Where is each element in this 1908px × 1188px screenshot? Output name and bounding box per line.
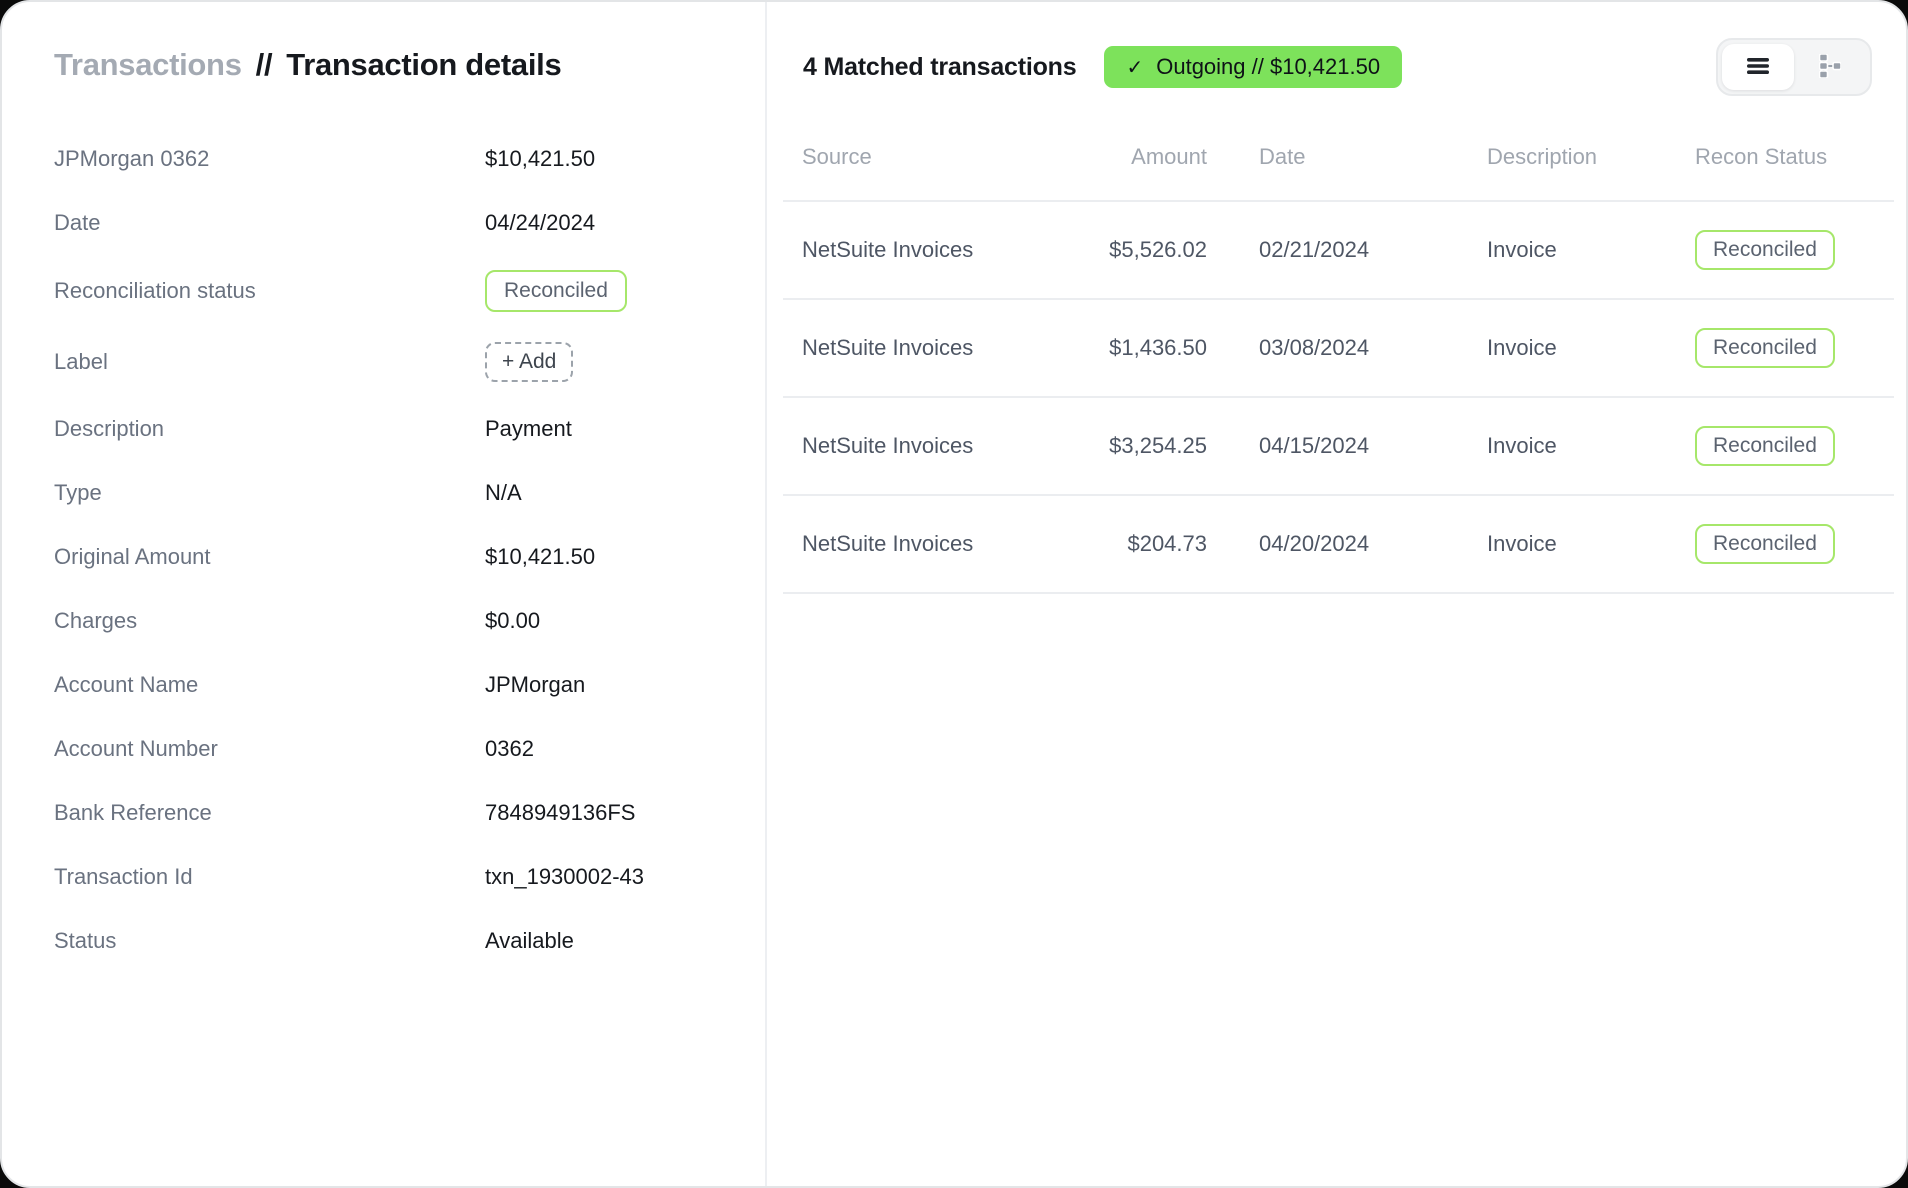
field-row-original-amount: Original Amount $10,421.50	[54, 525, 765, 589]
transaction-details-panel: Transactions // Transaction details JPMo…	[2, 2, 767, 1186]
field-row-status: Status Available	[54, 909, 765, 973]
tree-view-icon	[1818, 52, 1842, 81]
field-row-bank-reference: Bank Reference 7848949136FS	[54, 781, 765, 845]
cell-recon-status: Reconciled	[1665, 426, 1894, 466]
reconciled-badge: Reconciled	[1695, 328, 1835, 368]
field-label: Account Number	[54, 736, 218, 761]
outgoing-amount-badge-label: Outgoing // $10,421.50	[1156, 54, 1381, 79]
field-row-type: Type N/A	[54, 461, 765, 525]
field-row-transaction-id: Transaction Id txn_1930002-43	[54, 845, 765, 909]
cell-date: 04/20/2024	[1259, 531, 1370, 556]
cell-date: 02/21/2024	[1259, 237, 1370, 262]
matched-transactions-table: Source Amount Date Description Recon Sta…	[783, 96, 1894, 594]
tree-view-button[interactable]	[1794, 44, 1866, 90]
breadcrumb-separator: //	[255, 47, 273, 82]
field-row-charges: Charges $0.00	[54, 589, 765, 653]
page-title: Transaction details	[286, 47, 562, 82]
table-row[interactable]: NetSuite Invoices $5,526.02 02/21/2024 I…	[783, 200, 1894, 298]
add-label-button[interactable]: + Add	[485, 341, 574, 382]
breadcrumb-transactions-link[interactable]: Transactions	[54, 47, 242, 82]
reconciled-badge: Reconciled	[1695, 230, 1835, 270]
field-row-reconciliation-status: Reconciliation status Reconciled	[54, 255, 765, 326]
field-label: Transaction Id	[54, 864, 193, 889]
field-label: Charges	[54, 608, 138, 633]
field-row-label: Label + Add	[54, 326, 765, 397]
breadcrumb: Transactions // Transaction details	[54, 47, 765, 83]
table-row[interactable]: NetSuite Invoices $1,436.50 03/08/2024 I…	[783, 298, 1894, 396]
table-row[interactable]: NetSuite Invoices $204.73 04/20/2024 Inv…	[783, 494, 1894, 592]
field-value-bank-reference: 7848949136FS	[485, 800, 636, 825]
reconciled-badge: Reconciled	[1695, 524, 1835, 564]
field-label: Reconciliation status	[54, 277, 256, 303]
matched-transactions-title: 4 Matched transactions	[803, 52, 1077, 81]
field-label: Status	[54, 928, 117, 953]
field-label: Type	[54, 480, 102, 505]
field-label: Account Name	[54, 672, 199, 697]
field-row-account-number: Account Number 0362	[54, 717, 765, 781]
table-row[interactable]: NetSuite Invoices $3,254.25 04/15/2024 I…	[783, 396, 1894, 494]
outgoing-amount-badge: ✓ Outgoing // $10,421.50	[1104, 46, 1403, 88]
cell-amount: $1,436.50	[1109, 335, 1207, 360]
column-header-amount: Amount	[1131, 144, 1207, 169]
field-value-account-number: 0362	[485, 736, 534, 761]
field-value-charges: $0.00	[485, 608, 541, 633]
field-value-status: Available	[485, 928, 574, 953]
field-value-account-name: JPMorgan	[485, 672, 586, 697]
cell-description: Invoice	[1487, 335, 1557, 360]
field-label: JPMorgan 0362	[54, 146, 210, 171]
reconciled-badge: Reconciled	[1695, 426, 1835, 466]
table-bottom-divider	[783, 592, 1894, 594]
field-value-original-amount: $10,421.50	[485, 544, 596, 569]
field-value-amount: $10,421.50	[485, 146, 596, 171]
cell-description: Invoice	[1487, 531, 1557, 556]
view-toggle-group	[1716, 38, 1872, 96]
field-label: Date	[54, 210, 101, 235]
field-row-account: JPMorgan 0362 $10,421.50	[54, 127, 765, 191]
list-view-button[interactable]	[1722, 44, 1794, 90]
reconciled-status-badge: Reconciled	[485, 269, 627, 312]
field-row-description: Description Payment	[54, 397, 765, 461]
cell-source: NetSuite Invoices	[802, 433, 974, 458]
column-header-description: Description	[1487, 144, 1598, 169]
column-header-date: Date	[1259, 144, 1306, 169]
field-label: Label	[54, 348, 108, 374]
cell-source: NetSuite Invoices	[802, 531, 974, 556]
field-value-transaction-id: txn_1930002-43	[485, 864, 645, 889]
field-value-date: 04/24/2024	[485, 210, 596, 235]
cell-description: Invoice	[1487, 433, 1557, 458]
cell-date: 04/15/2024	[1259, 433, 1370, 458]
check-icon: ✓	[1126, 56, 1144, 79]
matched-topbar: 4 Matched transactions ✓ Outgoing // $10…	[783, 2, 1906, 96]
field-label: Original Amount	[54, 544, 211, 569]
cell-amount: $204.73	[1127, 531, 1207, 556]
cell-amount: $5,526.02	[1109, 237, 1207, 262]
cell-description: Invoice	[1487, 237, 1557, 262]
cell-recon-status: Reconciled	[1665, 328, 1894, 368]
cell-source: NetSuite Invoices	[802, 237, 974, 262]
field-row-date: Date 04/24/2024	[54, 191, 765, 255]
field-value-description: Payment	[485, 416, 572, 441]
field-label: Bank Reference	[54, 800, 212, 825]
column-header-source: Source	[802, 144, 872, 169]
matched-transactions-panel: 4 Matched transactions ✓ Outgoing // $10…	[767, 2, 1906, 1186]
cell-recon-status: Reconciled	[1665, 230, 1894, 270]
cell-recon-status: Reconciled	[1665, 524, 1894, 564]
cell-source: NetSuite Invoices	[802, 335, 974, 360]
list-view-icon	[1746, 57, 1770, 78]
column-header-recon-status: Recon Status	[1695, 144, 1828, 169]
cell-date: 03/08/2024	[1259, 335, 1370, 360]
field-label: Description	[54, 416, 165, 441]
field-value-type: N/A	[485, 480, 522, 505]
table-header-row: Source Amount Date Description Recon Sta…	[783, 96, 1894, 200]
cell-amount: $3,254.25	[1109, 433, 1207, 458]
detail-fields: JPMorgan 0362 $10,421.50 Date 04/24/2024…	[54, 127, 765, 973]
field-row-account-name: Account Name JPMorgan	[54, 653, 765, 717]
